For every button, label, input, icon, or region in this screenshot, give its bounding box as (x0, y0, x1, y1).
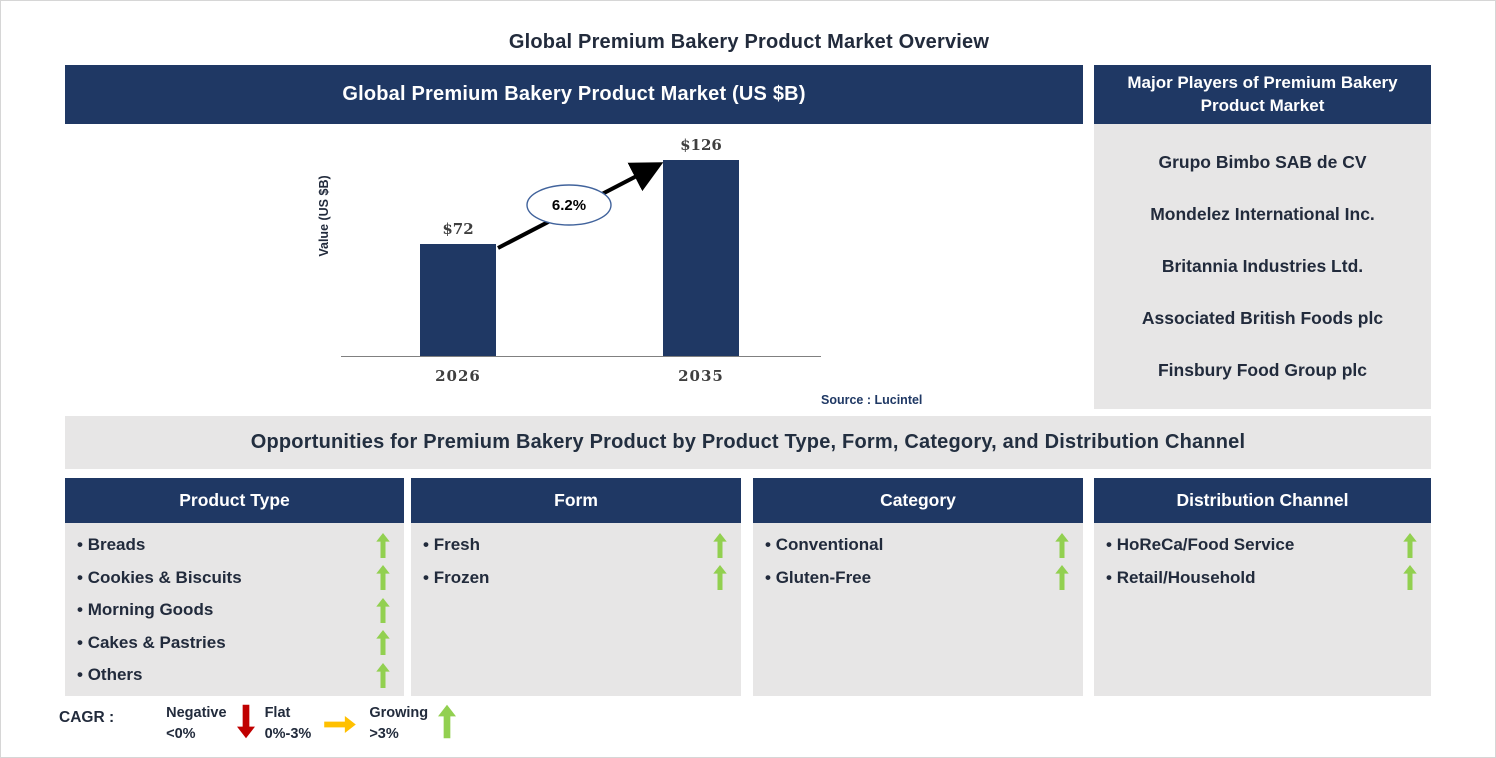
list-item: Morning Goods (77, 594, 390, 627)
list-item: Gluten-Free (765, 562, 1069, 595)
list-item: Cookies & Biscuits (77, 562, 390, 595)
growing-up-arrow-icon (713, 532, 727, 558)
column-header: Product Type (65, 478, 404, 523)
list-item: Retail/Household (1106, 562, 1417, 595)
legend-entry-range: <0% (166, 726, 196, 743)
growing-up-arrow-icon (376, 565, 390, 591)
legend-entry-negative: Negative <0% (166, 703, 226, 745)
column-items: Conventional Gluten-Free (753, 523, 1083, 696)
major-players-header: Major Players of Premium Bakery Product … (1094, 65, 1431, 124)
opportunity-item-label: Breads (77, 535, 146, 555)
legend-entry-growing: Growing >3% (369, 703, 428, 745)
list-item: Frozen (423, 562, 727, 595)
bar-2035 (663, 160, 739, 356)
column-header: Distribution Channel (1094, 478, 1431, 523)
opportunity-item-label: Others (77, 665, 143, 685)
legend-entry-name: Negative (166, 705, 227, 721)
cagr-value: 6.2% (552, 197, 586, 214)
major-players-list: Grupo Bimbo SAB de CV Mondelez Internati… (1094, 124, 1431, 409)
flat-right-arrow-icon (324, 716, 357, 733)
company-name: Associated British Foods plc (1141, 308, 1384, 329)
column-items: Fresh Frozen (411, 523, 741, 696)
bar-chart: Value (US $B) $72 $126 2026 2035 6.2% (301, 131, 861, 391)
bar-value-2035: $126 (680, 136, 722, 154)
growing-up-arrow-icon (1055, 532, 1069, 558)
growing-up-arrow-icon (376, 630, 390, 656)
opportunity-item-label: HoReCa/Food Service (1106, 535, 1295, 555)
growing-up-arrow-icon (713, 565, 727, 591)
growing-up-arrow-icon (438, 704, 457, 739)
opportunity-item-label: Cookies & Biscuits (77, 568, 242, 588)
opportunity-item-label: Fresh (423, 535, 480, 555)
opportunity-item-label: Morning Goods (77, 600, 214, 620)
opportunities-title: Opportunities for Premium Bakery Product… (250, 431, 1246, 453)
opportunities-banner: Opportunities for Premium Bakery Product… (65, 416, 1431, 469)
legend-entry-range: >3% (369, 726, 399, 743)
company-name: Mondelez International Inc. (1150, 203, 1375, 224)
opportunity-item-label: Conventional (765, 535, 884, 555)
list-item: Cakes & Pastries (77, 627, 390, 660)
negative-down-arrow-icon (236, 704, 255, 739)
growing-up-arrow-icon (376, 532, 390, 558)
column-header: Category (753, 478, 1083, 523)
major-players-panel: Major Players of Premium Bakery Product … (1094, 65, 1431, 409)
growing-up-arrow-icon (1055, 565, 1069, 591)
growing-up-arrow-icon (1403, 532, 1417, 558)
column-product-type: Product Type Breads Cookies & Biscuits M… (65, 478, 404, 696)
x-axis-line (341, 356, 821, 357)
opportunity-item-label: Retail/Household (1106, 568, 1256, 588)
growing-up-arrow-icon (376, 597, 390, 623)
list-item: HoReCa/Food Service (1106, 529, 1417, 562)
list-item: Breads (77, 529, 390, 562)
legend-entry-flat: Flat 0%-3% (265, 703, 312, 745)
bar-value-2026: $72 (442, 220, 474, 238)
cagr-legend: CAGR : Negative <0% Flat 0%-3% Growing >… (59, 703, 466, 745)
list-item: Others (77, 659, 390, 692)
source-note: Source : Lucintel (821, 393, 923, 407)
growing-up-arrow-icon (1403, 565, 1417, 591)
opportunity-item-label: Gluten-Free (765, 568, 871, 588)
column-distribution-channel: Distribution Channel HoReCa/Food Service… (1094, 478, 1431, 696)
cagr-growth-arrow-annotation: 6.2% (497, 162, 664, 250)
cagr-oval (526, 184, 612, 226)
company-name: Britannia Industries Ltd. (1161, 255, 1364, 276)
legend-entry-name: Flat (264, 705, 291, 721)
legend-label: CAGR : (59, 709, 115, 726)
column-items: Breads Cookies & Biscuits Morning Goods … (65, 523, 404, 696)
x-tick-2026: 2026 (435, 367, 481, 385)
column-header: Form (411, 478, 741, 523)
column-form: Form Fresh Frozen (411, 478, 741, 696)
list-item: Fresh (423, 529, 727, 562)
chart-title-banner: Global Premium Bakery Product Market (US… (65, 65, 1083, 124)
company-name: Grupo Bimbo SAB de CV (1158, 151, 1367, 172)
x-tick-2035: 2035 (678, 367, 724, 385)
y-axis-label: Value (US $B) (317, 175, 331, 257)
growing-up-arrow-icon (376, 662, 390, 688)
column-category: Category Conventional Gluten-Free (753, 478, 1083, 696)
list-item: Conventional (765, 529, 1069, 562)
company-name: Finsbury Food Group plc (1157, 360, 1368, 381)
opportunity-item-label: Cakes & Pastries (77, 633, 226, 653)
page-title: Global Premium Bakery Product Market Ove… (508, 31, 990, 53)
column-items: HoReCa/Food Service Retail/Household (1094, 523, 1431, 696)
legend-entry-range: 0%-3% (264, 726, 312, 743)
opportunity-item-label: Frozen (423, 568, 490, 588)
growth-arrow-icon (497, 162, 664, 250)
legend-entry-name: Growing (369, 705, 429, 721)
bar-2026 (420, 244, 496, 356)
chart-title: Global Premium Bakery Product Market (US… (342, 83, 806, 105)
